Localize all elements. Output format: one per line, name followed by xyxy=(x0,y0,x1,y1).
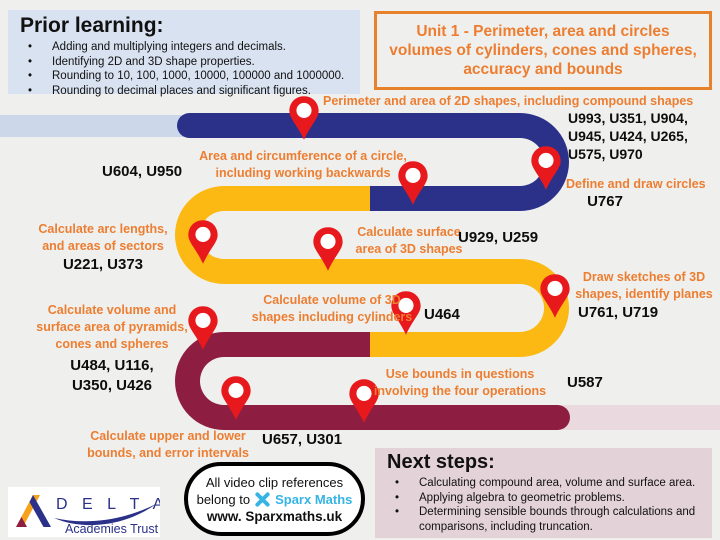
road-row-4-gold xyxy=(368,332,520,357)
pin-perimeter-2d-icon xyxy=(287,95,321,141)
codes-circle-area: U604, U950 xyxy=(102,163,183,180)
delta-academies-trust-logo: D E L T A Academies Trust xyxy=(8,487,163,537)
sparx-attribution-pill: All video clip references belong to Spar… xyxy=(184,462,365,536)
pin-pyramids-icon xyxy=(186,305,220,351)
pin-volume-3d-icon xyxy=(389,290,423,336)
prior-learning-box: Prior learning: Adding and multiplying i… xyxy=(8,10,360,98)
topic-surface-area: Calculate surface area of 3D shapes xyxy=(355,225,463,256)
delta-logo-graphic: D E L T A Academies Trust xyxy=(16,495,163,536)
road-faded-start xyxy=(0,115,195,137)
codes-define-circles: U767 xyxy=(587,193,623,210)
road-row-5 xyxy=(224,405,570,430)
pin-circle-area-icon xyxy=(396,160,430,206)
delta-logo-subtitle: Academies Trust xyxy=(65,522,159,536)
pin-upper-lower-bounds-icon xyxy=(219,375,253,421)
next-steps-box: Next steps: Calculating compound area, v… xyxy=(375,448,712,538)
prior-learning-item: Identifying 2D and 3D shape properties. xyxy=(20,55,350,70)
topic-circle-area: Area and circumference of a circle, incl… xyxy=(199,149,407,180)
sparx-line1: All video clip references xyxy=(205,474,344,490)
topic-sketches-3d: Draw sketches of 3D shapes, identify pla… xyxy=(575,270,713,301)
pin-arc-lengths-icon xyxy=(186,219,220,265)
prior-learning-item: Adding and multiplying integers and deci… xyxy=(20,40,350,55)
road-row-3 xyxy=(224,259,520,284)
topic-pyramids: Calculate volume and surface area of pyr… xyxy=(36,303,188,351)
unit-title-box: Unit 1 - Perimeter, area and circles vol… xyxy=(374,11,712,90)
sparx-x-icon xyxy=(255,491,270,507)
road-row-1 xyxy=(177,113,520,138)
codes-perimeter-2d: U993, U351, U904, U945, U424, U265, U575… xyxy=(568,110,688,162)
sparx-line2-prefix: belong to xyxy=(196,491,251,507)
next-steps-title: Next steps: xyxy=(387,451,495,473)
codes-sketches-3d: U761, U719 xyxy=(578,304,659,321)
road-faded-end xyxy=(553,405,720,430)
prior-learning-item: Rounding to decimal places and significa… xyxy=(20,84,350,99)
next-steps-item: Calculating compound area, volume and su… xyxy=(387,476,704,491)
pin-bounds-operations-icon xyxy=(347,378,381,424)
topic-define-circles: Define and draw circles xyxy=(566,177,706,191)
next-steps-list: Calculating compound area, volume and su… xyxy=(387,476,704,534)
road-row-2-gold xyxy=(224,186,370,211)
codes-arc-lengths: U221, U373 xyxy=(62,256,144,273)
topic-bounds-operations: Use bounds in questions involving the fo… xyxy=(373,367,547,398)
next-steps-item: Determining sensible bounds through calc… xyxy=(387,505,704,534)
topic-upper-lower-bounds: Calculate upper and lower bounds, and er… xyxy=(87,429,249,460)
pin-define-circles-icon xyxy=(529,145,563,191)
topic-arc-lengths: Calculate arc lengths, and areas of sect… xyxy=(38,222,168,253)
next-steps-item: Applying algebra to geometric problems. xyxy=(387,491,704,506)
road-row-2-navy xyxy=(368,186,520,211)
pin-surface-area-icon xyxy=(311,226,345,272)
prior-learning-title: Prior learning: xyxy=(20,14,164,37)
codes-volume-3d: U464 xyxy=(424,306,460,323)
codes-upper-lower-bounds: U657, U301 xyxy=(262,431,343,448)
topic-perimeter-2d: Perimeter and area of 2D shapes, includi… xyxy=(323,94,694,108)
topic-volume-3d: Calculate volume of 3D shapes including … xyxy=(251,293,413,324)
codes-surface-area: U929, U259 xyxy=(458,229,539,246)
road-row-4-maroon xyxy=(224,332,370,357)
prior-learning-list: Adding and multiplying integers and deci… xyxy=(20,40,350,98)
codes-pyramids: U484, U116, U350, U426 xyxy=(70,357,154,394)
sparx-url[interactable]: www. Sparxmaths.uk xyxy=(206,508,343,524)
codes-bounds-operations: U587 xyxy=(567,374,603,391)
unit-title: Unit 1 - Perimeter, area and circles vol… xyxy=(389,23,697,78)
pin-sketches-3d-icon xyxy=(538,273,572,319)
sparx-brand-name: Sparx Maths xyxy=(275,491,353,507)
prior-learning-item: Rounding to 10, 100, 1000, 10000, 100000… xyxy=(20,69,350,84)
delta-logo-name: D E L T A xyxy=(56,496,160,513)
